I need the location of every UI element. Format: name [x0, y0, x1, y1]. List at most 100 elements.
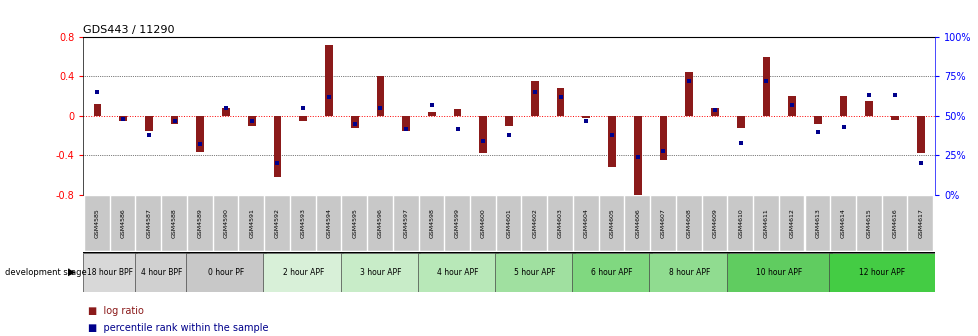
Bar — [702, 196, 727, 251]
Bar — [805, 196, 829, 251]
Bar — [427, 112, 435, 116]
Text: GSM4617: GSM4617 — [917, 209, 922, 238]
Bar — [393, 196, 418, 251]
Text: GSM4603: GSM4603 — [557, 209, 562, 238]
Text: GSM4595: GSM4595 — [352, 209, 357, 238]
Bar — [676, 196, 701, 251]
Bar — [625, 196, 649, 251]
Bar — [865, 101, 872, 116]
Bar — [600, 196, 624, 251]
Bar — [648, 253, 729, 292]
Text: GSM4615: GSM4615 — [866, 209, 871, 238]
Text: GSM4585: GSM4585 — [95, 209, 100, 238]
Bar — [136, 196, 161, 251]
Bar — [813, 116, 821, 124]
Text: GSM4609: GSM4609 — [712, 209, 717, 238]
Text: GSM4586: GSM4586 — [120, 209, 125, 238]
Bar — [856, 196, 881, 251]
Text: GSM4593: GSM4593 — [300, 208, 305, 239]
Text: GSM4613: GSM4613 — [815, 209, 820, 238]
Bar — [368, 196, 392, 251]
Text: GSM4598: GSM4598 — [429, 209, 434, 238]
Text: 8 hour APF: 8 hour APF — [668, 268, 709, 277]
Bar — [240, 196, 264, 251]
Bar — [573, 196, 598, 251]
Bar — [753, 196, 778, 251]
Text: 3 hour APF: 3 hour APF — [359, 268, 401, 277]
Bar — [522, 196, 547, 251]
Bar — [445, 196, 469, 251]
Bar — [495, 253, 574, 292]
Bar — [779, 196, 804, 251]
Bar — [633, 116, 641, 195]
Text: GSM4597: GSM4597 — [403, 208, 408, 239]
Bar — [247, 116, 255, 126]
Bar — [710, 108, 718, 116]
Bar — [222, 108, 230, 116]
Bar — [882, 196, 907, 251]
Bar — [787, 96, 795, 116]
Text: GSM4587: GSM4587 — [146, 209, 152, 238]
Bar — [496, 196, 521, 251]
Text: ▶: ▶ — [67, 267, 75, 277]
Bar — [726, 253, 831, 292]
Text: GSM4611: GSM4611 — [763, 209, 768, 238]
Text: GSM4602: GSM4602 — [532, 209, 537, 238]
Bar — [736, 116, 743, 128]
Bar — [299, 116, 307, 121]
Text: GSM4605: GSM4605 — [609, 209, 614, 238]
Bar — [197, 116, 204, 153]
Text: GDS443 / 11290: GDS443 / 11290 — [83, 25, 174, 35]
Bar — [728, 196, 752, 251]
Bar — [470, 196, 495, 251]
Text: GSM4607: GSM4607 — [660, 209, 665, 238]
Bar — [350, 116, 358, 128]
Bar — [290, 196, 315, 251]
Text: GSM4591: GSM4591 — [249, 209, 254, 238]
Text: GSM4600: GSM4600 — [480, 209, 485, 238]
Bar — [119, 116, 127, 121]
Text: GSM4612: GSM4612 — [789, 209, 794, 238]
Bar — [659, 116, 667, 160]
Bar — [762, 57, 770, 116]
Text: 6 hour APF: 6 hour APF — [591, 268, 632, 277]
Bar — [650, 196, 675, 251]
Text: 4 hour BPF: 4 hour BPF — [141, 268, 182, 277]
Text: GSM4594: GSM4594 — [326, 208, 332, 239]
Bar — [377, 77, 384, 116]
Text: ■  percentile rank within the sample: ■ percentile rank within the sample — [88, 323, 268, 333]
Bar — [839, 96, 847, 116]
Bar — [420, 196, 444, 251]
Text: GSM4606: GSM4606 — [635, 209, 640, 238]
Text: GSM4599: GSM4599 — [455, 208, 460, 239]
Text: GSM4610: GSM4610 — [737, 209, 742, 238]
Bar — [830, 196, 855, 251]
Bar — [83, 253, 137, 292]
Bar — [85, 196, 110, 251]
Bar — [162, 196, 187, 251]
Text: GSM4608: GSM4608 — [686, 209, 691, 238]
Bar — [908, 196, 932, 251]
Bar — [402, 116, 410, 131]
Text: 0 hour PF: 0 hour PF — [207, 268, 244, 277]
Bar — [188, 196, 212, 251]
Text: GSM4616: GSM4616 — [892, 209, 897, 238]
Bar — [213, 196, 238, 251]
Bar — [94, 104, 101, 116]
Bar — [505, 116, 512, 126]
Text: 5 hour APF: 5 hour APF — [513, 268, 555, 277]
Bar — [530, 81, 538, 116]
Bar — [479, 116, 487, 154]
Bar — [556, 88, 564, 116]
Text: GSM4589: GSM4589 — [198, 209, 202, 238]
Bar — [582, 116, 590, 118]
Text: GSM4614: GSM4614 — [840, 209, 845, 238]
Bar — [685, 72, 692, 116]
Text: GSM4592: GSM4592 — [275, 208, 280, 239]
Bar — [316, 196, 341, 251]
Text: 10 hour APF: 10 hour APF — [755, 268, 802, 277]
Text: GSM4590: GSM4590 — [223, 209, 228, 238]
Bar — [263, 253, 342, 292]
Bar — [274, 116, 281, 177]
Bar — [418, 253, 497, 292]
